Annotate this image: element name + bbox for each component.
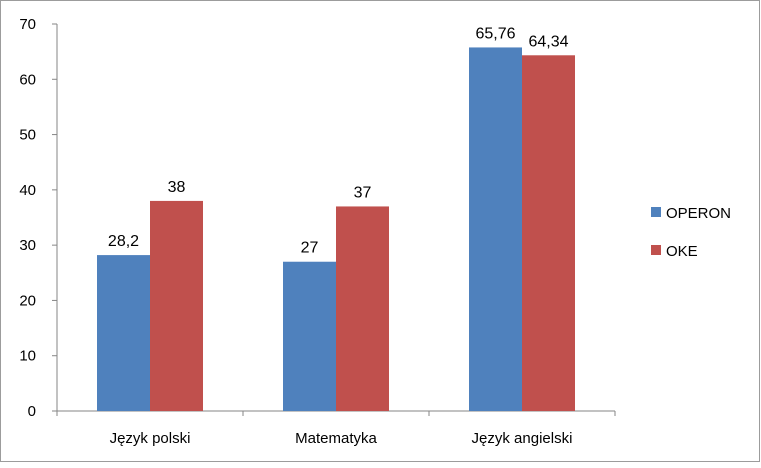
data-label: 65,76 <box>475 25 515 42</box>
category-label: Matematyka <box>295 430 377 447</box>
bar <box>469 47 522 412</box>
y-tick-label: 60 <box>19 71 36 88</box>
data-label: 28,2 <box>108 233 139 250</box>
y-tick-label: 40 <box>19 182 36 199</box>
data-label: 27 <box>301 240 319 257</box>
bar <box>150 200 203 411</box>
bar <box>336 206 389 411</box>
data-labels: 28,2 38 27 37 65,76 64,34 <box>108 25 569 256</box>
data-label: 38 <box>168 179 186 196</box>
data-label: 64,34 <box>528 33 568 50</box>
bars <box>97 47 575 412</box>
y-tick-label: 50 <box>19 127 36 144</box>
bar <box>283 261 336 411</box>
category-label: Język angielski <box>472 430 573 447</box>
legend: OPERON OKE <box>651 205 731 260</box>
legend-swatch <box>651 207 661 217</box>
legend-label: OKE <box>666 243 698 260</box>
y-tick-label: 0 <box>28 403 36 420</box>
bar <box>97 255 150 411</box>
y-tick-label: 70 <box>19 16 36 33</box>
category-label: Język polski <box>110 430 191 447</box>
legend-label: OPERON <box>666 205 731 222</box>
data-label: 37 <box>354 184 372 201</box>
y-tick-label: 30 <box>19 237 36 254</box>
y-tick-label: 10 <box>19 348 36 365</box>
y-tick-label: 20 <box>19 292 36 309</box>
bar <box>522 55 575 411</box>
legend-swatch <box>651 245 661 255</box>
